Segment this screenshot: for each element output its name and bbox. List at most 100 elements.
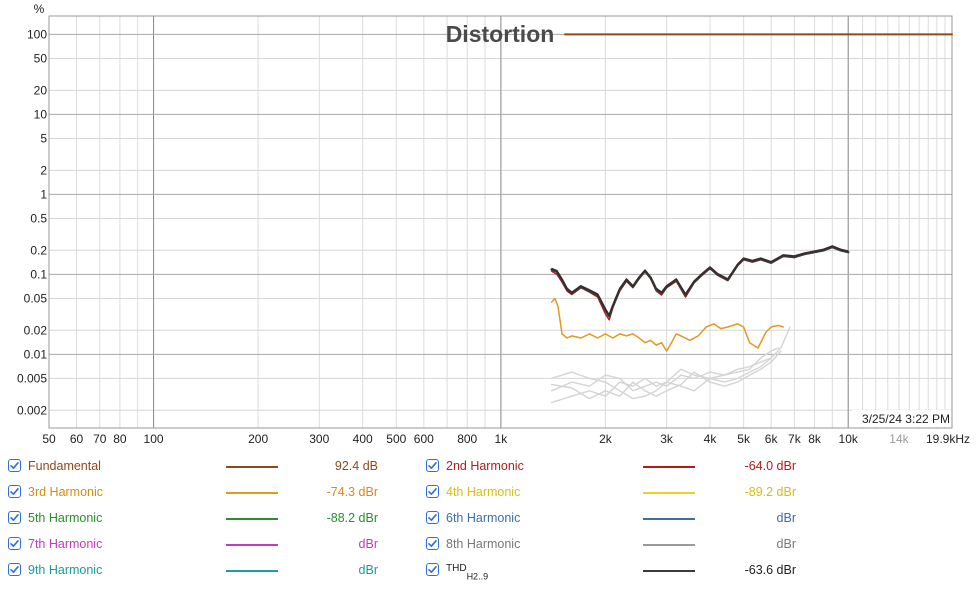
major-grid [49,16,952,428]
legend-swatch [643,570,695,572]
legend-checkbox-fundamental[interactable] [8,459,21,472]
legend-value: -63.6 dBr [744,563,796,577]
x-tick-label: 5k [737,432,751,446]
legend-value: dBr [358,563,378,577]
y-tick-label: 0.5 [30,211,47,225]
x-tick-label: 4k [704,432,718,446]
checkmark-icon [428,540,437,547]
series-line-h3 [550,297,784,352]
legend-swatch [226,544,278,546]
legend-label-text: THD [446,563,467,574]
legend-checkbox-6th-harmonic[interactable] [426,511,439,524]
checkmark-icon [428,462,437,469]
legend-label: 7th Harmonic [28,537,102,551]
x-tick-label: 500 [386,432,406,446]
plot-frame [48,15,953,429]
x-tick-label: 8k [808,432,822,446]
y-tick-label: 1 [40,187,47,201]
legend-item-5th-harmonic: 5th Harmonic -88.2 dBr [0,509,976,529]
series-line-gray1 [550,357,772,392]
legend-swatch [226,466,278,468]
x-tick-label: 400 [353,432,373,446]
x-tick-label: 70 [93,432,107,446]
timestamp: 3/25/24 3:22 PM [862,412,950,426]
legend-swatch [643,518,695,520]
legend-value: dBr [776,511,796,525]
legend-label: 5th Harmonic [28,511,102,525]
legend-checkbox-7th-harmonic[interactable] [8,537,21,550]
legend-value: 92.4 dB [334,459,378,473]
x-tick-label: 6k [765,432,779,446]
legend-swatch [643,492,695,494]
legend-checkbox-8th-harmonic[interactable] [426,537,439,550]
legend-label: THDH2..9 [446,563,488,582]
y-tick-label: 10 [34,107,48,121]
legend-label: Fundamental [28,459,101,473]
legend-value: -89.2 dBr [744,485,796,499]
checkmark-icon [10,514,19,521]
legend-item-4th-harmonic: 4th Harmonic -89.2 dBr [0,483,976,503]
checkmark-icon [428,566,437,573]
legend-item-7th-harmonic: 7th Harmonic dBr [0,535,976,555]
legend-swatch [226,518,278,520]
x-tick-label: 50 [42,432,56,446]
y-tick-label: 0.05 [24,291,48,305]
legend-checkbox-4th-harmonic[interactable] [426,485,439,498]
x-tick-label: 200 [248,432,268,446]
legend-checkbox-9th-harmonic[interactable] [8,563,21,576]
legend-swatch [226,492,278,494]
legend-label: 9th Harmonic [28,563,102,577]
series-layer [550,33,953,404]
checkmark-icon [10,566,19,573]
legend-item-6th-harmonic: 6th Harmonic dBr [0,509,976,529]
y-tick-label: 20 [34,83,48,97]
x-tick-label: 60 [70,432,84,446]
x-tick-label: 19.9kHz [926,432,970,446]
legend-value: dBr [776,537,796,551]
distortion-chart: Distortion % 100 50 20 10 5 2 1 0.5 0.2 0.1 0.05 0.… [17,2,970,446]
legend-label: 8th Harmonic [446,537,520,551]
legend-item-9th-harmonic: 9th Harmonic dBr [0,561,976,581]
legend-value: -88.2 dBr [326,511,378,525]
x-tick-label: 300 [309,432,329,446]
timestamp-background [852,410,951,427]
series-line-gray2 [550,347,780,404]
y-tick-label: 5 [40,131,47,145]
checkmark-icon [10,462,19,469]
y-tick-label: 0.01 [24,347,48,361]
y-tick-label: 100 [27,27,47,41]
y-tick-label: 2 [40,163,47,177]
legend-checkbox-3rd-harmonic[interactable] [8,485,21,498]
legend-label: 3rd Harmonic [28,485,103,499]
checkmark-icon [10,540,19,547]
legend-label-text: 2nd Harmonic [446,459,524,473]
legend-item-fundamental: Fundamental 92.4 dB [0,457,976,477]
series-line-h2 [550,246,849,321]
y-tick-label: 50 [34,52,48,66]
x-tick-label: 3k [660,432,674,446]
x-tick-labels: 50 60 70 80 100 200 300 400 500 600 800 1k 2k 3k 4k 5k 6… [42,432,970,446]
checkmark-icon [10,488,19,495]
x-tick-label: 10k [839,432,859,446]
legend-label-text: 7th Harmonic [28,537,103,551]
legend-label-text: 3rd Harmonic [28,485,104,499]
legend-value: -74.3 dBr [326,485,378,499]
legend-checkbox-2nd-harmonic[interactable] [426,459,439,472]
legend-label-subscript: H2..9 [466,571,489,582]
legend-label: 6th Harmonic [446,511,520,525]
x-tick-label: 1k [495,432,509,446]
x-tick-label: 800 [457,432,477,446]
legend-checkbox-thd[interactable] [426,563,439,576]
legend-swatch [643,544,695,546]
legend-swatch [643,466,695,468]
y-tick-label: 0.005 [17,371,47,385]
legend-label-text: 4th Harmonic [446,485,521,499]
series-line-gray4 [550,350,782,400]
series-line-thd [550,245,850,318]
legend-item-thd: THDH2..9 -63.6 dBr [0,561,976,582]
x-tick-label: 7k [788,432,802,446]
legend-checkbox-5th-harmonic[interactable] [8,511,21,524]
legend-label-text: 6th Harmonic [446,511,521,525]
legend-value: -64.0 dBr [744,459,796,473]
x-tick-label: 80 [113,432,127,446]
